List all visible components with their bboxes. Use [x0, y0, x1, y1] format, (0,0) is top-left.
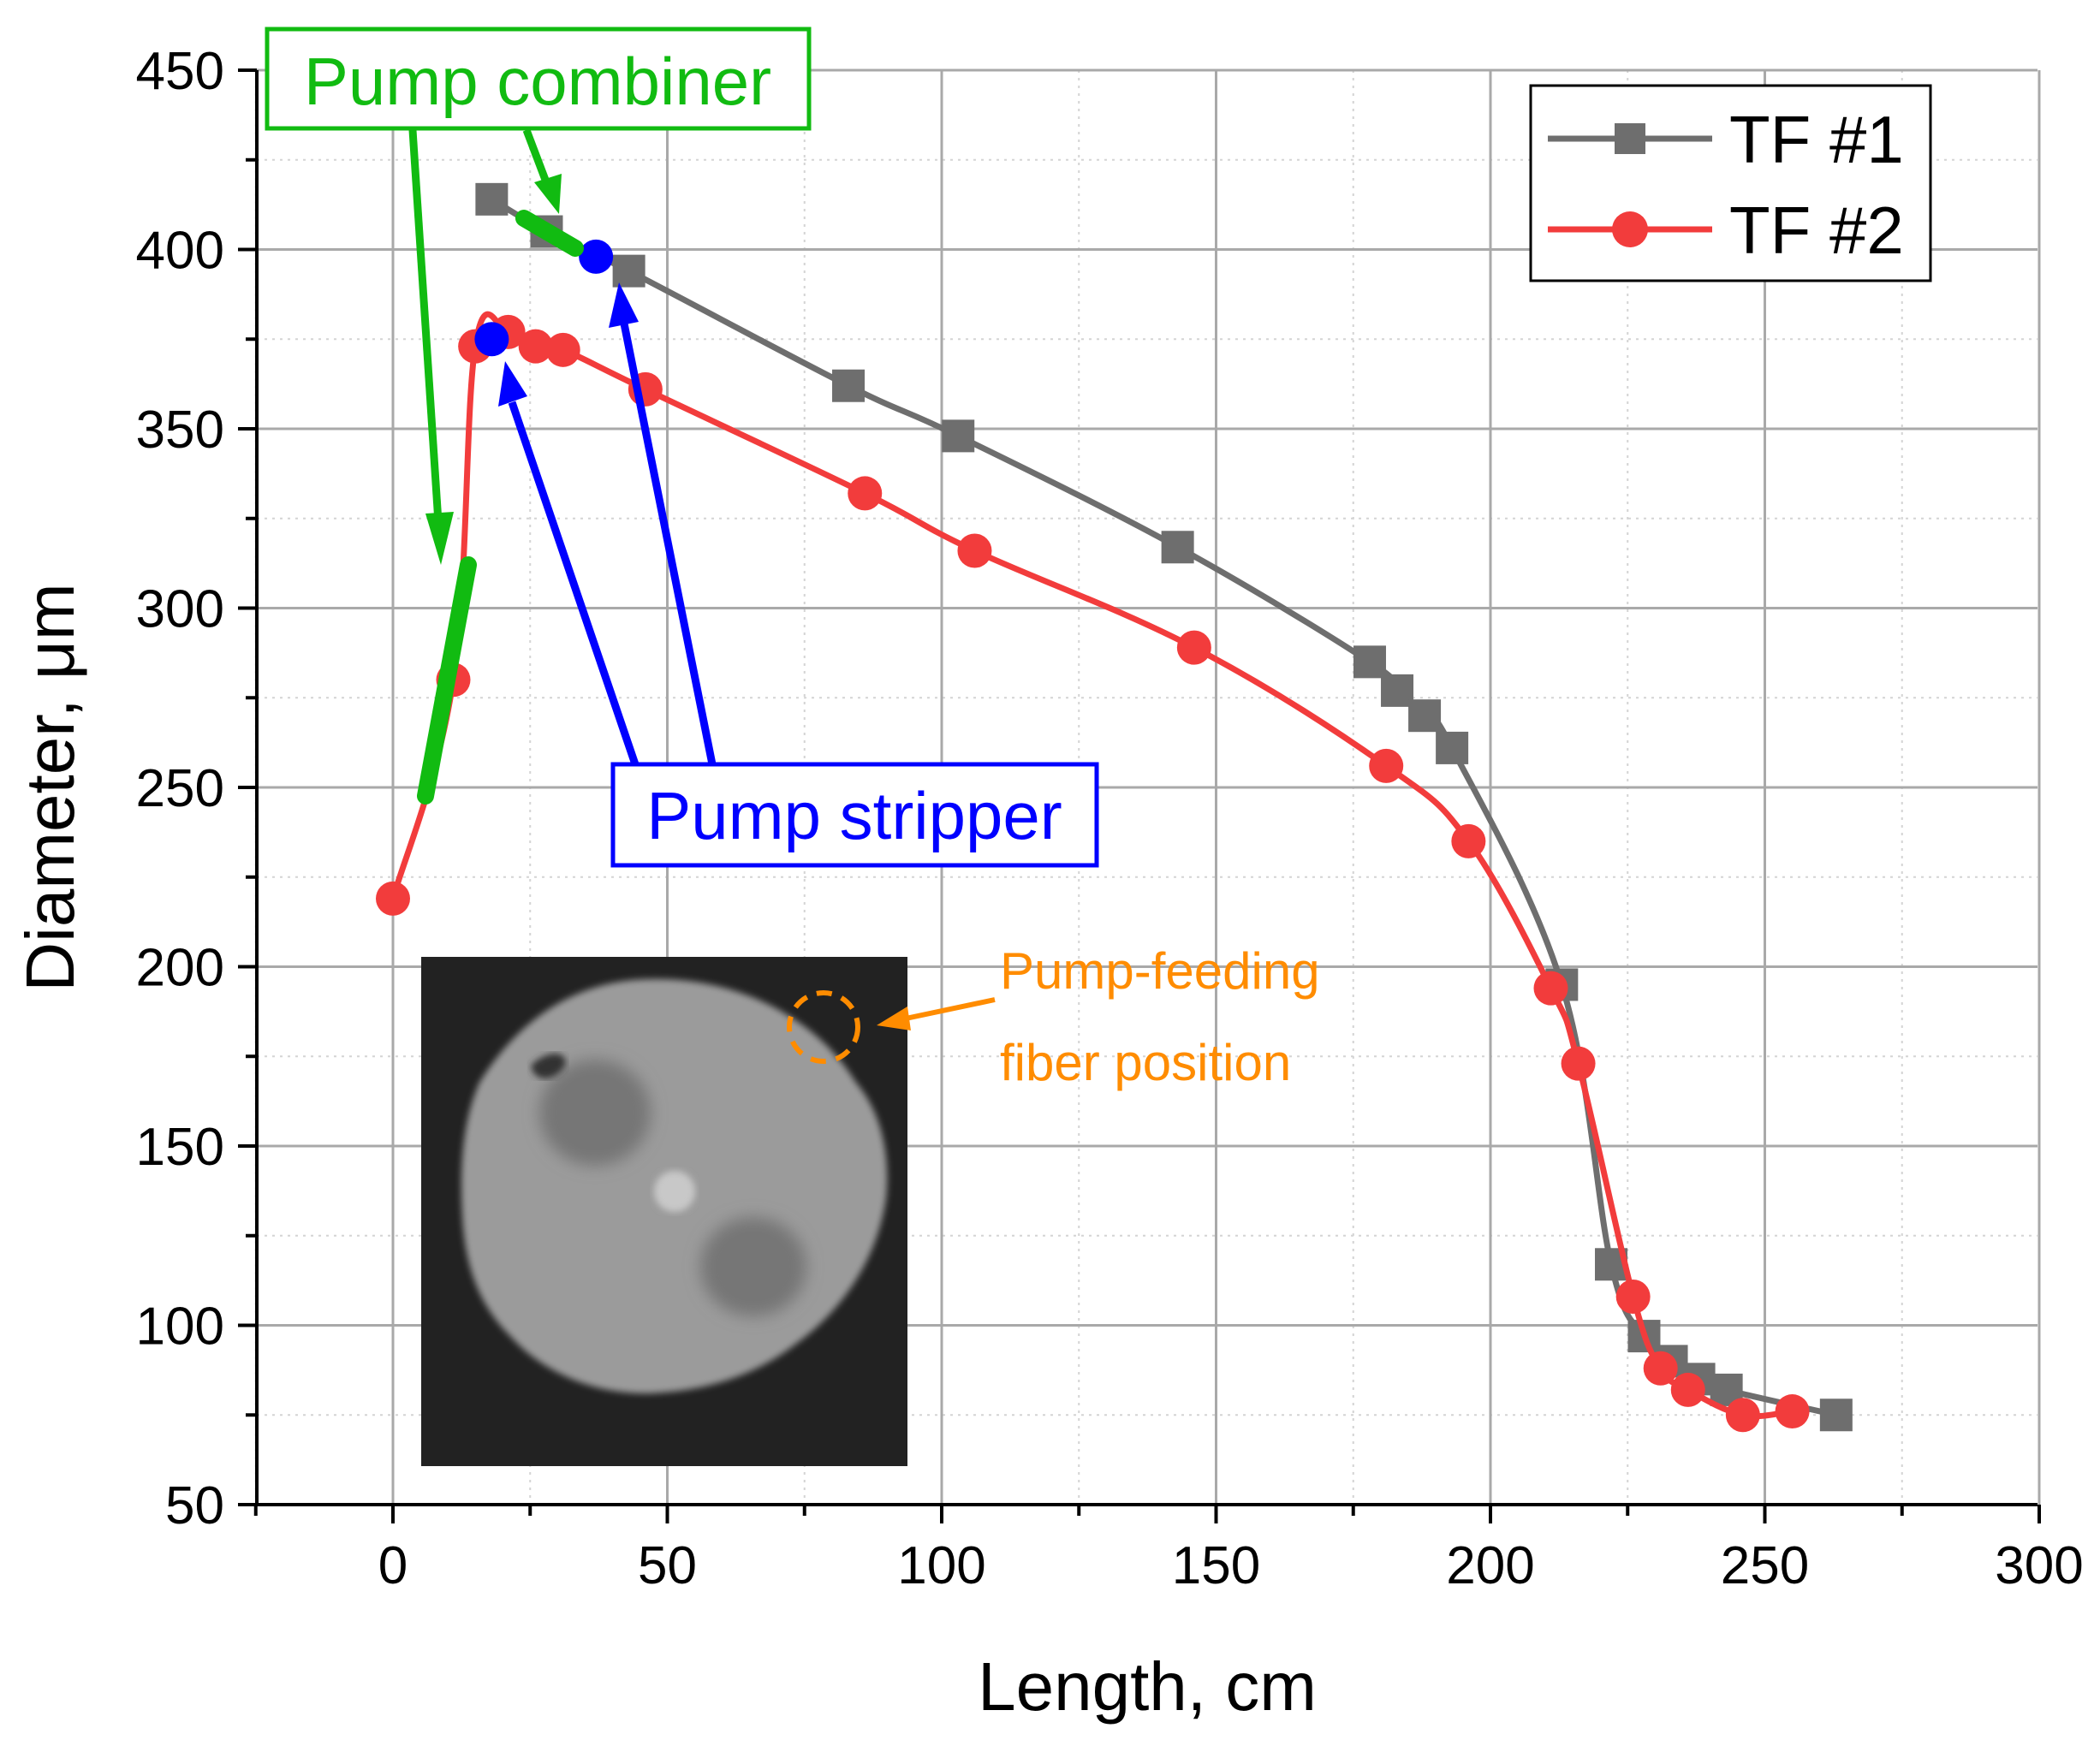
y-tick-label: 250: [136, 759, 224, 818]
series-layer: [376, 182, 1853, 1433]
legend: TF #1 TF #2: [1529, 84, 1932, 282]
data-point: [942, 419, 975, 453]
data-point: [612, 254, 645, 288]
y-tick-label: 400: [136, 222, 224, 281]
pump-stripper-box: [610, 762, 1099, 868]
pump-combiner-annotation: Pump combiner: [265, 27, 812, 805]
pump-stripper-arrowhead-right: [609, 282, 639, 328]
series-2: [376, 311, 1810, 1433]
pump-stripper-arrowhead-left: [498, 361, 527, 407]
data-point: [1775, 1394, 1810, 1429]
legend-marker-tf2: [1612, 211, 1648, 247]
fiber-cross-section-inset: [421, 957, 907, 1466]
data-point: [1161, 531, 1194, 564]
data-point: [1353, 645, 1386, 679]
data-point: [1643, 1351, 1678, 1386]
data-point: [1436, 731, 1469, 764]
x-tick-label: 0: [378, 1536, 408, 1595]
x-tick-label: 200: [1446, 1536, 1534, 1595]
legend-box: [1529, 84, 1932, 282]
pump-combiner-arrowhead-left: [425, 512, 454, 565]
pump-stripper-arrow-left: [508, 401, 640, 766]
x-tick-label: 100: [897, 1536, 985, 1595]
x-tick-label: 300: [1995, 1536, 2083, 1595]
data-point: [376, 881, 410, 916]
data-point: [1408, 699, 1442, 733]
data-point: [848, 476, 883, 511]
pump-feeding-arrowhead: [877, 1007, 911, 1030]
pump-combiner-arrow-left: [408, 129, 443, 523]
x-tick-label: 50: [638, 1536, 697, 1595]
pump-combiner-label: Pump combiner: [304, 44, 771, 119]
data-point: [475, 182, 509, 216]
data-point: [1451, 823, 1486, 858]
pump-combiner-arrow-right: [522, 128, 552, 188]
pump-combiner-box: [265, 27, 812, 131]
data-point: [1615, 1279, 1651, 1314]
x-tick-label: 250: [1721, 1536, 1809, 1595]
legend-item-tf1: TF #1: [1548, 102, 1904, 177]
data-point: [1369, 748, 1404, 783]
data-point: [1176, 630, 1211, 665]
data-point: [1533, 971, 1568, 1006]
pump-feeding-arrow: [905, 997, 996, 1021]
pump-stripper-point: [474, 322, 509, 357]
pump-combiner-segment-1: [417, 556, 477, 805]
pump-stripper-label: Pump stripper: [646, 778, 1062, 853]
legend-item-tf2: TF #2: [1548, 193, 1904, 268]
x-tick-label: 150: [1172, 1536, 1260, 1595]
y-tick-label: 450: [136, 42, 224, 101]
y-tick-label: 50: [165, 1476, 224, 1535]
data-point: [1561, 1046, 1596, 1081]
data-point: [1819, 1399, 1853, 1432]
y-tick-label: 350: [136, 401, 224, 460]
legend-label-tf2: TF #2: [1729, 193, 1904, 268]
pump-feeding-label-line-2: fiber position: [1000, 1034, 1291, 1091]
y-tick-label: 100: [136, 1298, 224, 1357]
legend-marker-tf1: [1615, 123, 1645, 154]
pump-stripper-arrow-right: [620, 323, 717, 765]
pump-feeding-circle: [787, 990, 860, 1064]
data-point: [832, 369, 866, 402]
pump-combiner-arrowhead-right: [534, 174, 562, 214]
highlight-layer: [474, 239, 614, 357]
pump-feeding-label-line-1: Pump-feeding: [1000, 942, 1320, 1000]
data-point: [1725, 1398, 1760, 1433]
tick-labels: 0 50 100 150 200 250 300 50 100 150 200 250 300 350 40…: [136, 42, 2084, 1595]
data-point: [518, 329, 553, 364]
y-tick-label: 300: [136, 580, 224, 639]
pump-combiner-segment-2: [515, 210, 584, 257]
pump-stripper-point: [579, 239, 614, 274]
y-tick-label: 150: [136, 1118, 224, 1177]
pump-stripper-annotation: Pump stripper: [498, 282, 1099, 868]
data-point: [957, 533, 992, 568]
x-axis-label: Length, cm: [978, 1648, 1317, 1725]
data-point: [1381, 674, 1414, 707]
legend-label-tf1: TF #1: [1729, 102, 1904, 177]
pump-feeding-annotation: Pump-feeding fiber position: [787, 942, 1320, 1091]
y-axis-label: Diameter, μm: [12, 583, 88, 991]
y-tick-label: 200: [136, 939, 224, 998]
data-point: [545, 332, 580, 367]
data-point: [1670, 1372, 1705, 1407]
axis-ticks: [238, 68, 2041, 1523]
